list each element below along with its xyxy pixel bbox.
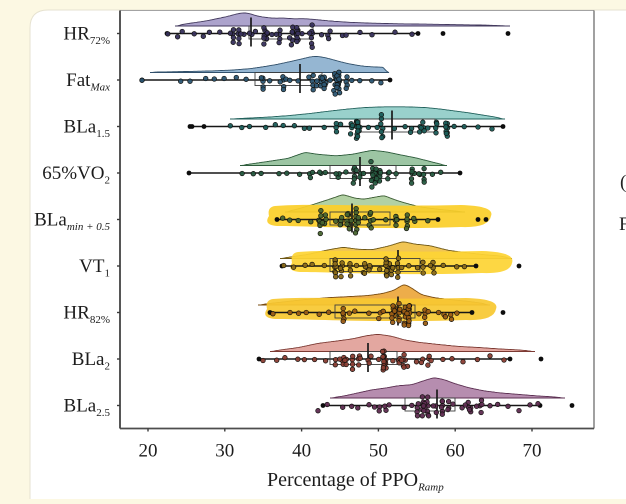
svg-text:70: 70	[523, 441, 542, 462]
svg-text:Percentage of PPORamp: Percentage of PPORamp	[267, 469, 444, 494]
svg-text:VT1: VT1	[79, 256, 110, 280]
svg-text:HR72%: HR72%	[63, 24, 110, 48]
svg-text:30: 30	[215, 441, 234, 462]
svg-text:65%VO2: 65%VO2	[42, 163, 110, 187]
svg-text:60: 60	[446, 441, 465, 462]
svg-text:50: 50	[369, 441, 388, 462]
svg-text:BLa2: BLa2	[72, 349, 110, 373]
svg-text:F: F	[619, 214, 626, 235]
svg-text:HR82%: HR82%	[63, 303, 110, 327]
svg-text:FatMax: FatMax	[66, 70, 110, 94]
svg-text:20: 20	[139, 441, 158, 462]
svg-text:BLa1.5: BLa1.5	[64, 117, 111, 141]
svg-text:BLa2.5: BLa2.5	[64, 396, 111, 420]
svg-text:40: 40	[292, 441, 311, 462]
svg-text:BLamin + 0.5: BLamin + 0.5	[34, 210, 110, 234]
svg-text:(: (	[620, 172, 626, 193]
